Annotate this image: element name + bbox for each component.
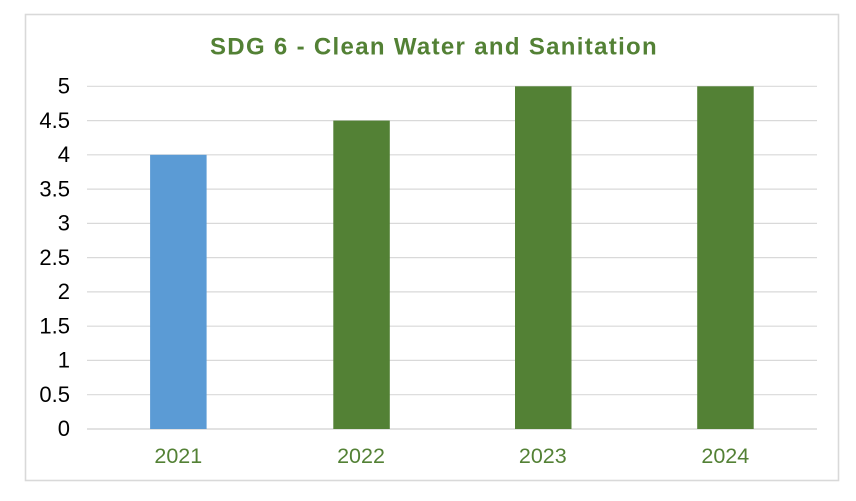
- svg-text:0: 0: [58, 416, 70, 441]
- svg-text:2: 2: [58, 279, 70, 304]
- svg-text:2022: 2022: [337, 444, 385, 468]
- svg-text:2.5: 2.5: [39, 245, 70, 270]
- svg-text:3: 3: [58, 211, 70, 236]
- svg-text:4.5: 4.5: [39, 108, 70, 133]
- svg-text:5: 5: [58, 74, 70, 99]
- svg-text:1: 1: [58, 348, 70, 373]
- svg-text:2024: 2024: [701, 444, 749, 468]
- svg-text:2023: 2023: [519, 444, 567, 468]
- svg-text:1.5: 1.5: [39, 313, 70, 338]
- svg-text:3.5: 3.5: [39, 176, 70, 201]
- svg-text:0.5: 0.5: [39, 382, 70, 407]
- svg-text:2021: 2021: [154, 444, 202, 468]
- svg-text:SDG 6 - Clean Water and Sanita: SDG 6 - Clean Water and Sanitation: [210, 34, 658, 61]
- svg-text:4: 4: [58, 142, 70, 167]
